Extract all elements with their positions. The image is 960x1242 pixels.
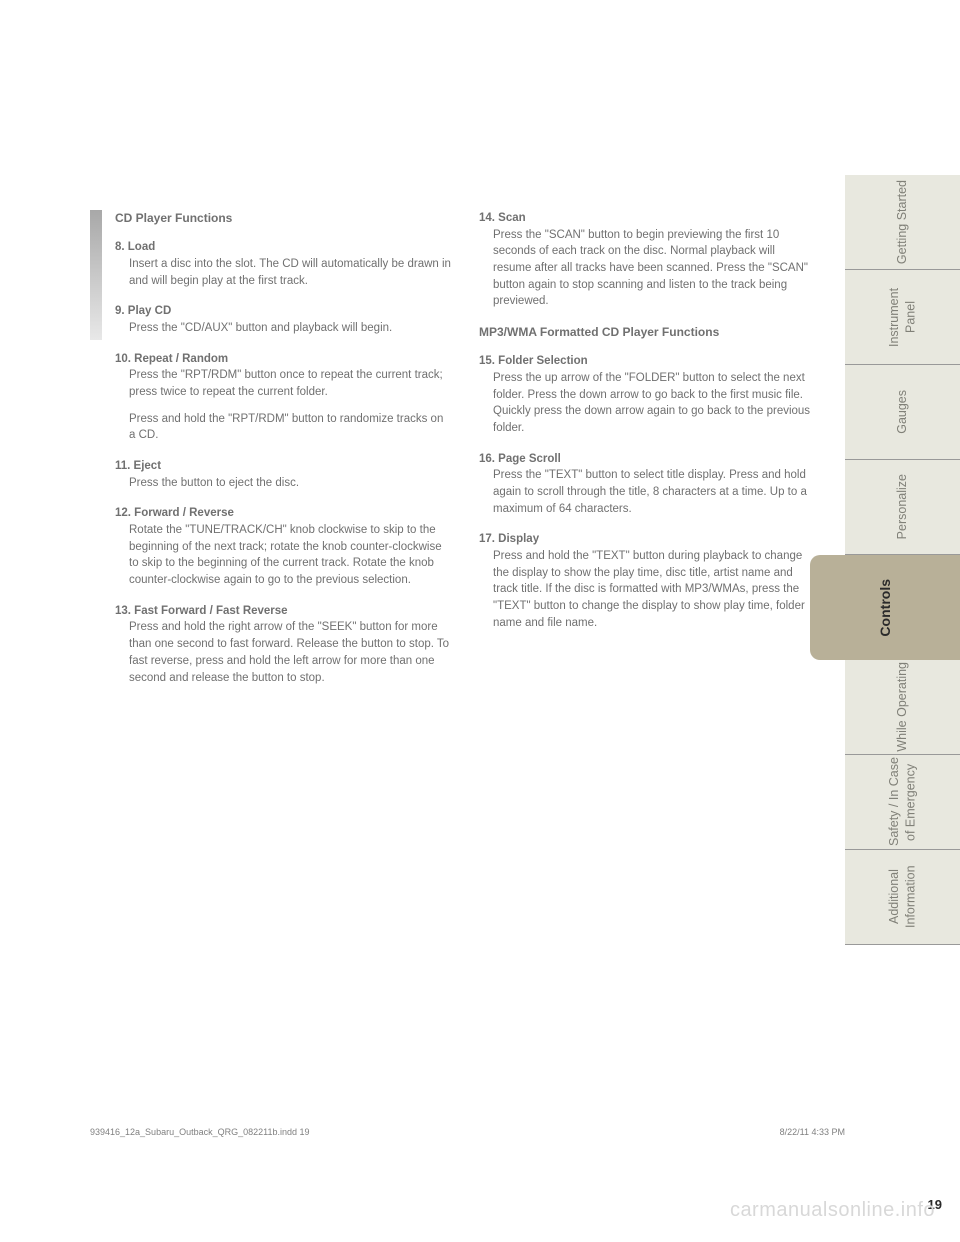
tab-label: Controls [876, 579, 894, 637]
content-area: CD Player Functions 8. Load Insert a dis… [0, 0, 845, 1242]
item-8-body: Insert a disc into the slot. The CD will… [115, 256, 451, 289]
footer-left: 939416_12a_Subaru_Outback_QRG_082211b.in… [90, 1127, 310, 1137]
item-12-body: Rotate the "TUNE/TRACK/CH" knob clockwis… [115, 522, 451, 589]
item-13-head: 13. Fast Forward / Fast Reverse [115, 603, 451, 620]
tab-label: Additional Information [886, 850, 919, 944]
tab-personalize[interactable]: Personalize [845, 460, 960, 555]
footer: 939416_12a_Subaru_Outback_QRG_082211b.in… [0, 1127, 960, 1137]
left-accent [90, 210, 102, 340]
column-right: 14. Scan Press the "SCAN" button to begi… [479, 210, 815, 700]
item-16-body: Press the "TEXT" button to select title … [479, 467, 815, 517]
tab-instrument-panel[interactable]: Instrument Panel [845, 270, 960, 365]
item-10-body2: Press and hold the "RPT/RDM" button to r… [115, 411, 451, 444]
tab-label: Personalize [894, 474, 910, 539]
item-13: 13. Fast Forward / Fast Reverse Press an… [115, 603, 451, 686]
tab-safety[interactable]: Safety / In Case of Emergency [845, 755, 960, 850]
item-13-body: Press and hold the right arrow of the "S… [115, 619, 451, 686]
footer-right: 8/22/11 4:33 PM [780, 1127, 845, 1137]
item-15-body: Press the up arrow of the "FOLDER" butto… [479, 370, 815, 437]
page-container: CD Player Functions 8. Load Insert a dis… [0, 0, 960, 1242]
item-14: 14. Scan Press the "SCAN" button to begi… [479, 210, 815, 310]
item-16: 16. Page Scroll Press the "TEXT" button … [479, 451, 815, 518]
item-17: 17. Display Press and hold the "TEXT" bu… [479, 531, 815, 631]
section-title-2: MP3/WMA Formatted CD Player Functions [479, 324, 815, 341]
item-11-head: 11. Eject [115, 458, 451, 475]
tab-label: Getting Started [894, 180, 910, 264]
item-15-head: 15. Folder Selection [479, 353, 815, 370]
item-8: 8. Load Insert a disc into the slot. The… [115, 239, 451, 289]
item-10-body: Press the "RPT/RDM" button once to repea… [115, 367, 451, 400]
item-17-head: 17. Display [479, 531, 815, 548]
column-left: CD Player Functions 8. Load Insert a dis… [115, 210, 451, 700]
tab-label: Instrument Panel [886, 270, 919, 364]
tab-gauges[interactable]: Gauges [845, 365, 960, 460]
tab-while-operating[interactable]: While Operating [845, 660, 960, 755]
tab-label: While Operating [894, 662, 910, 752]
tab-additional-info[interactable]: Additional Information [845, 850, 960, 945]
item-11-body: Press the button to eject the disc. [115, 475, 451, 492]
tab-label: Gauges [894, 390, 910, 434]
item-16-head: 16. Page Scroll [479, 451, 815, 468]
item-10: 10. Repeat / Random Press the "RPT/RDM" … [115, 351, 451, 444]
tab-controls[interactable]: Controls [810, 555, 960, 660]
item-12: 12. Forward / Reverse Rotate the "TUNE/T… [115, 505, 451, 588]
section-title-1: CD Player Functions [115, 210, 451, 227]
item-11: 11. Eject Press the button to eject the … [115, 458, 451, 491]
item-12-head: 12. Forward / Reverse [115, 505, 451, 522]
item-17-body: Press and hold the "TEXT" button during … [479, 548, 815, 631]
tab-getting-started[interactable]: Getting Started [845, 175, 960, 270]
text-columns: CD Player Functions 8. Load Insert a dis… [115, 210, 815, 700]
item-9-head: 9. Play CD [115, 303, 451, 320]
item-14-head: 14. Scan [479, 210, 815, 227]
item-8-head: 8. Load [115, 239, 451, 256]
item-14-body: Press the "SCAN" button to begin preview… [479, 227, 815, 310]
item-9-body: Press the "CD/AUX" button and playback w… [115, 320, 451, 337]
item-15: 15. Folder Selection Press the up arrow … [479, 353, 815, 436]
watermark: carmanualsonline.info [730, 1199, 935, 1222]
item-10-head: 10. Repeat / Random [115, 351, 451, 368]
tab-label: Safety / In Case of Emergency [886, 755, 919, 849]
tabs-panel: Getting Started Instrument Panel Gauges … [845, 0, 960, 1242]
item-9: 9. Play CD Press the "CD/AUX" button and… [115, 303, 451, 336]
